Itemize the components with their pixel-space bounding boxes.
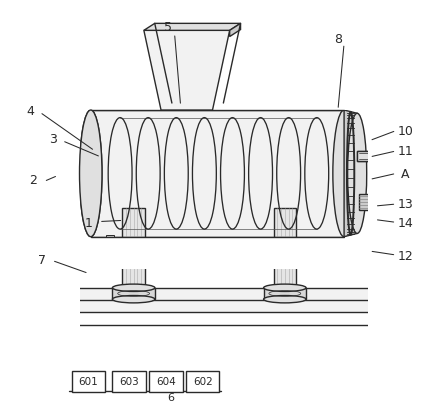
Text: 604: 604 [156, 376, 176, 387]
Text: 8: 8 [334, 33, 342, 46]
Ellipse shape [79, 111, 102, 237]
FancyBboxPatch shape [186, 371, 219, 392]
Polygon shape [344, 111, 357, 237]
Text: 11: 11 [397, 145, 413, 158]
Ellipse shape [79, 111, 102, 237]
Ellipse shape [113, 296, 155, 303]
Polygon shape [144, 31, 229, 111]
Polygon shape [274, 209, 296, 288]
FancyBboxPatch shape [113, 371, 146, 392]
Text: 12: 12 [397, 249, 413, 262]
Ellipse shape [333, 111, 355, 237]
Polygon shape [58, 288, 373, 312]
Text: 601: 601 [78, 376, 98, 387]
Text: 5: 5 [163, 21, 171, 34]
FancyBboxPatch shape [71, 371, 105, 392]
Ellipse shape [264, 284, 306, 292]
Polygon shape [17, 1, 79, 408]
Polygon shape [91, 111, 344, 237]
Polygon shape [357, 151, 374, 162]
Polygon shape [229, 24, 241, 38]
Polygon shape [50, 237, 385, 270]
FancyBboxPatch shape [149, 371, 183, 392]
Text: 14: 14 [397, 216, 413, 229]
Text: 603: 603 [119, 376, 139, 387]
Polygon shape [36, 169, 68, 179]
Text: 2: 2 [30, 173, 38, 187]
Polygon shape [122, 209, 145, 288]
Ellipse shape [264, 296, 306, 303]
Polygon shape [106, 236, 113, 250]
Text: 4: 4 [27, 104, 35, 117]
Polygon shape [50, 78, 385, 111]
Polygon shape [113, 288, 155, 299]
Polygon shape [264, 288, 306, 299]
Polygon shape [144, 24, 241, 31]
Text: 10: 10 [397, 125, 413, 137]
Text: 3: 3 [49, 133, 57, 146]
Polygon shape [31, 190, 74, 199]
Ellipse shape [113, 284, 155, 292]
Polygon shape [357, 151, 374, 162]
Polygon shape [369, 1, 426, 408]
Polygon shape [99, 238, 336, 247]
Polygon shape [34, 157, 70, 190]
Text: 7: 7 [38, 253, 46, 266]
Text: 13: 13 [397, 198, 413, 211]
Text: A: A [401, 167, 410, 180]
Polygon shape [373, 288, 389, 325]
Ellipse shape [348, 114, 367, 234]
Polygon shape [359, 195, 379, 210]
Text: 1: 1 [85, 216, 93, 229]
Text: 602: 602 [193, 376, 213, 387]
Ellipse shape [79, 163, 88, 184]
Text: 6: 6 [167, 392, 174, 402]
